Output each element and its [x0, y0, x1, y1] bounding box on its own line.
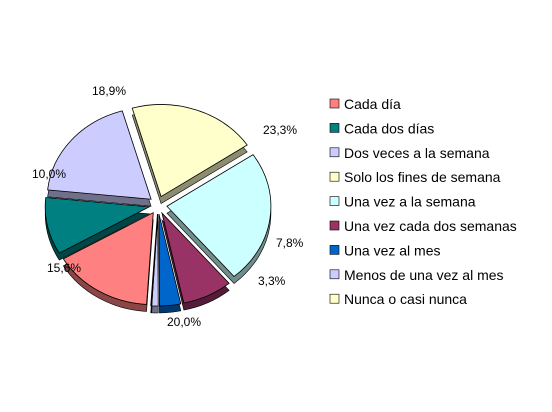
pie-slice-top — [44, 197, 151, 254]
pie-slice-top — [62, 211, 154, 305]
legend-swatch — [329, 171, 340, 182]
data-label: 15,6% — [47, 261, 81, 275]
legend-label: Cada día — [344, 96, 401, 112]
legend-label: Una vez cada dos semanas — [344, 218, 517, 234]
legend-label: Menos de una vez al mes — [344, 267, 504, 283]
legend-item: Dos veces a la semana — [329, 145, 490, 161]
legend-swatch — [329, 98, 340, 109]
legend-box — [312, 88, 538, 310]
legend-label: Dos veces a la semana — [344, 145, 490, 161]
legend-item: Cada día — [329, 96, 401, 112]
pie-slice-4 — [131, 104, 248, 204]
legend-item: Cada dos días — [329, 120, 434, 136]
legend-label: Solo los fines de semana — [344, 169, 501, 185]
legend-swatch — [329, 245, 340, 255]
data-label: 23,3% — [263, 123, 297, 137]
pie-slice-top — [131, 104, 248, 198]
legend-swatch — [329, 220, 340, 231]
pie-slice-1 — [62, 211, 154, 312]
pie-slice-5 — [166, 154, 272, 284]
legend-item: Solo los fines de semana — [329, 169, 501, 185]
legend-label: Nunca o casi nunca — [344, 291, 467, 307]
pie-slice-3 — [47, 110, 152, 207]
legend-item: Nunca o casi nunca — [329, 291, 467, 307]
legend-swatch — [329, 147, 340, 158]
pie-slice-7 — [158, 213, 182, 314]
pie-slice-top — [150, 213, 158, 307]
legend-label: Cada dos días — [344, 120, 434, 136]
pie-slice-2 — [44, 197, 151, 261]
pie-slices — [44, 104, 272, 314]
pie-slice-9 — [150, 213, 158, 314]
legend-item: Una vez al mes — [329, 242, 440, 258]
legend-swatch — [329, 123, 340, 133]
legend: Cada día Cada dos días Dos veces a la sema… — [312, 88, 538, 310]
pie-slice-top — [158, 213, 182, 307]
legend-swatch — [329, 269, 340, 280]
legend-item: Menos de una vez al mes — [329, 267, 504, 283]
pie-labels: 15,6% 10,0% 18,9% 20,0% 23,3% 7,8% 3,3% — [32, 84, 304, 329]
pie-slice-top — [166, 154, 272, 278]
pie-slice-6 — [161, 211, 230, 311]
legend-item: Una vez cada dos semanas — [329, 218, 517, 234]
legend-label: Una vez a la semana — [344, 194, 476, 210]
data-label: 3,3% — [258, 274, 286, 288]
data-label: 18,9% — [92, 84, 126, 98]
legend-swatch — [329, 293, 340, 304]
pie-slice-top — [161, 211, 230, 304]
legend-item: Una vez a la semana — [329, 194, 476, 210]
data-label: 10,0% — [32, 167, 66, 181]
legend-label: Una vez al mes — [344, 242, 440, 258]
data-label: 20,0% — [167, 315, 201, 329]
legend-swatch — [329, 196, 340, 206]
data-label: 7,8% — [276, 236, 304, 250]
pie-slice-top — [47, 110, 152, 200]
